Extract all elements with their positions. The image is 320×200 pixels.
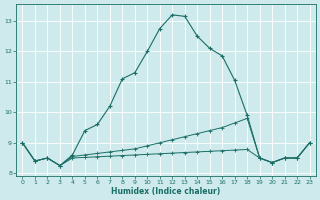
X-axis label: Humidex (Indice chaleur): Humidex (Indice chaleur) xyxy=(111,187,221,196)
